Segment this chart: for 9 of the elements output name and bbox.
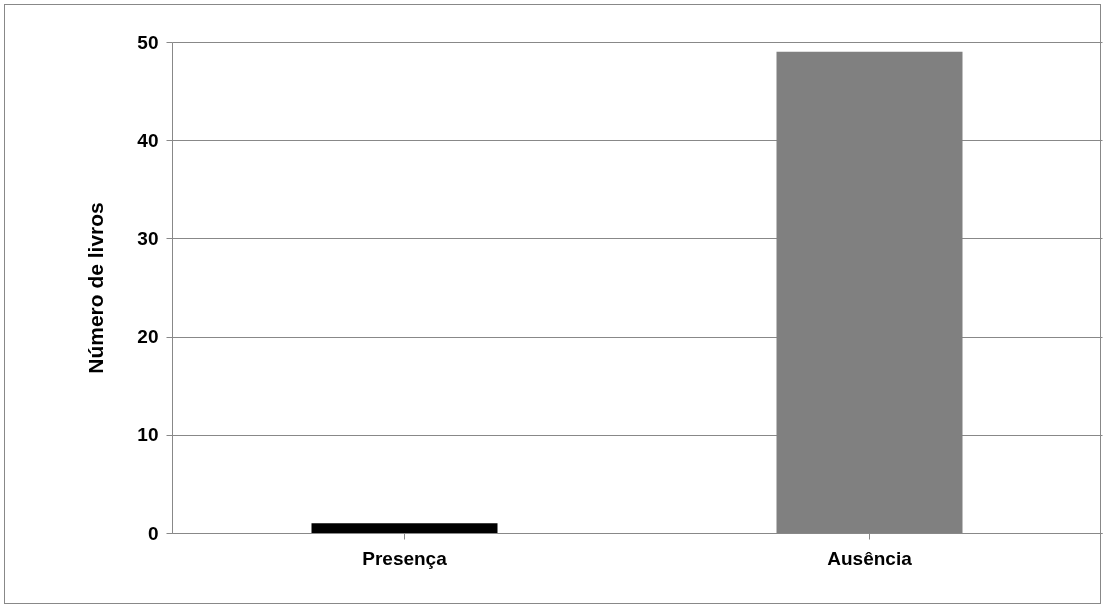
y-tick-label: 0 <box>147 522 159 544</box>
y-axis-title: Número de livros <box>84 202 108 374</box>
x-tick-label: Ausência <box>827 547 913 569</box>
y-tick-label: 30 <box>137 227 159 249</box>
y-tick-label: 40 <box>137 129 159 151</box>
y-tick-label: 50 <box>137 31 159 53</box>
x-tick-label: Presença <box>362 547 448 569</box>
y-tick-label: 10 <box>137 424 159 446</box>
y-tick-label: 20 <box>137 326 159 348</box>
